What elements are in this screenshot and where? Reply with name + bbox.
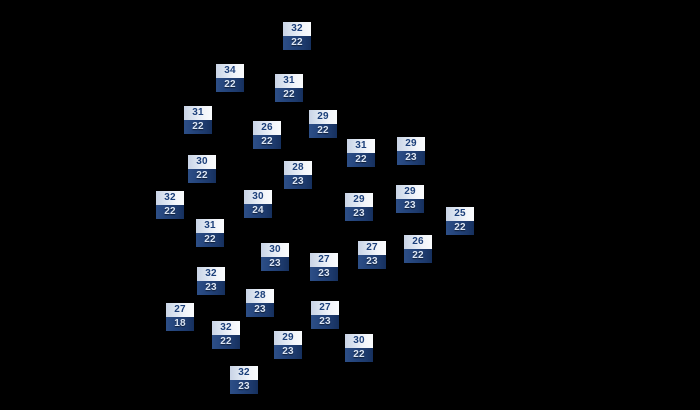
- label-top-value: 29: [397, 137, 425, 151]
- map-data-label[interactable]: 31 22: [196, 219, 224, 247]
- label-bottom-value: 22: [404, 249, 432, 263]
- label-bottom-value: 23: [358, 255, 386, 269]
- label-top-value: 32: [283, 22, 311, 36]
- label-top-value: 29: [309, 110, 337, 124]
- map-data-label[interactable]: 27 23: [311, 301, 339, 329]
- label-top-value: 30: [244, 190, 272, 204]
- map-data-label[interactable]: 31 22: [275, 74, 303, 102]
- map-data-label[interactable]: 32 22: [212, 321, 240, 349]
- map-data-label[interactable]: 29 23: [396, 185, 424, 213]
- label-top-value: 28: [246, 289, 274, 303]
- label-top-value: 32: [212, 321, 240, 335]
- label-bottom-value: 18: [166, 317, 194, 331]
- label-top-value: 25: [446, 207, 474, 221]
- map-data-label[interactable]: 26 22: [404, 235, 432, 263]
- map-data-label[interactable]: 31 22: [184, 106, 212, 134]
- label-top-value: 32: [230, 366, 258, 380]
- map-data-label[interactable]: 30 22: [188, 155, 216, 183]
- map-data-label[interactable]: 27 23: [310, 253, 338, 281]
- label-top-value: 34: [216, 64, 244, 78]
- label-bottom-value: 23: [345, 207, 373, 221]
- map-data-label[interactable]: 32 22: [283, 22, 311, 50]
- label-top-value: 28: [284, 161, 312, 175]
- map-data-label[interactable]: 27 23: [358, 241, 386, 269]
- label-top-value: 26: [404, 235, 432, 249]
- label-top-value: 32: [197, 267, 225, 281]
- label-bottom-value: 22: [184, 120, 212, 134]
- label-bottom-value: 23: [310, 267, 338, 281]
- map-data-label[interactable]: 29 23: [397, 137, 425, 165]
- label-bottom-value: 22: [446, 221, 474, 235]
- map-data-label[interactable]: 25 22: [446, 207, 474, 235]
- label-bottom-value: 24: [244, 204, 272, 218]
- label-top-value: 31: [347, 139, 375, 153]
- map-data-label[interactable]: 28 23: [246, 289, 274, 317]
- label-top-value: 31: [196, 219, 224, 233]
- label-top-value: 27: [166, 303, 194, 317]
- label-top-value: 27: [310, 253, 338, 267]
- map-data-label[interactable]: 28 23: [284, 161, 312, 189]
- map-data-label[interactable]: 32 22: [156, 191, 184, 219]
- label-bottom-value: 23: [397, 151, 425, 165]
- map-data-label[interactable]: 31 22: [347, 139, 375, 167]
- label-bottom-value: 22: [347, 153, 375, 167]
- label-top-value: 29: [274, 331, 302, 345]
- label-bottom-value: 23: [197, 281, 225, 295]
- label-top-value: 26: [253, 121, 281, 135]
- label-bottom-value: 23: [284, 175, 312, 189]
- label-top-value: 27: [358, 241, 386, 255]
- map-data-label[interactable]: 29 22: [309, 110, 337, 138]
- map-data-label[interactable]: 30 23: [261, 243, 289, 271]
- map-data-label[interactable]: 30 22: [345, 334, 373, 362]
- label-top-value: 29: [345, 193, 373, 207]
- map-data-label[interactable]: 32 23: [230, 366, 258, 394]
- map-data-label[interactable]: 30 24: [244, 190, 272, 218]
- label-bottom-value: 22: [345, 348, 373, 362]
- label-bottom-value: 22: [309, 124, 337, 138]
- label-bottom-value: 23: [274, 345, 302, 359]
- label-bottom-value: 22: [275, 88, 303, 102]
- label-top-value: 31: [184, 106, 212, 120]
- label-bottom-value: 22: [216, 78, 244, 92]
- label-top-value: 30: [188, 155, 216, 169]
- map-data-label[interactable]: 26 22: [253, 121, 281, 149]
- label-bottom-value: 22: [253, 135, 281, 149]
- label-top-value: 30: [345, 334, 373, 348]
- label-bottom-value: 23: [396, 199, 424, 213]
- label-top-value: 32: [156, 191, 184, 205]
- label-top-value: 27: [311, 301, 339, 315]
- label-top-value: 29: [396, 185, 424, 199]
- label-bottom-value: 23: [311, 315, 339, 329]
- label-bottom-value: 23: [230, 380, 258, 394]
- label-top-value: 30: [261, 243, 289, 257]
- label-bottom-value: 22: [283, 36, 311, 50]
- map-data-label[interactable]: 34 22: [216, 64, 244, 92]
- label-bottom-value: 23: [246, 303, 274, 317]
- label-bottom-value: 22: [196, 233, 224, 247]
- label-bottom-value: 23: [261, 257, 289, 271]
- map-data-label[interactable]: 32 23: [197, 267, 225, 295]
- label-top-value: 31: [275, 74, 303, 88]
- map-data-label[interactable]: 29 23: [345, 193, 373, 221]
- map-data-label[interactable]: 27 18: [166, 303, 194, 331]
- label-bottom-value: 22: [212, 335, 240, 349]
- map-data-label[interactable]: 29 23: [274, 331, 302, 359]
- label-bottom-value: 22: [188, 169, 216, 183]
- label-bottom-value: 22: [156, 205, 184, 219]
